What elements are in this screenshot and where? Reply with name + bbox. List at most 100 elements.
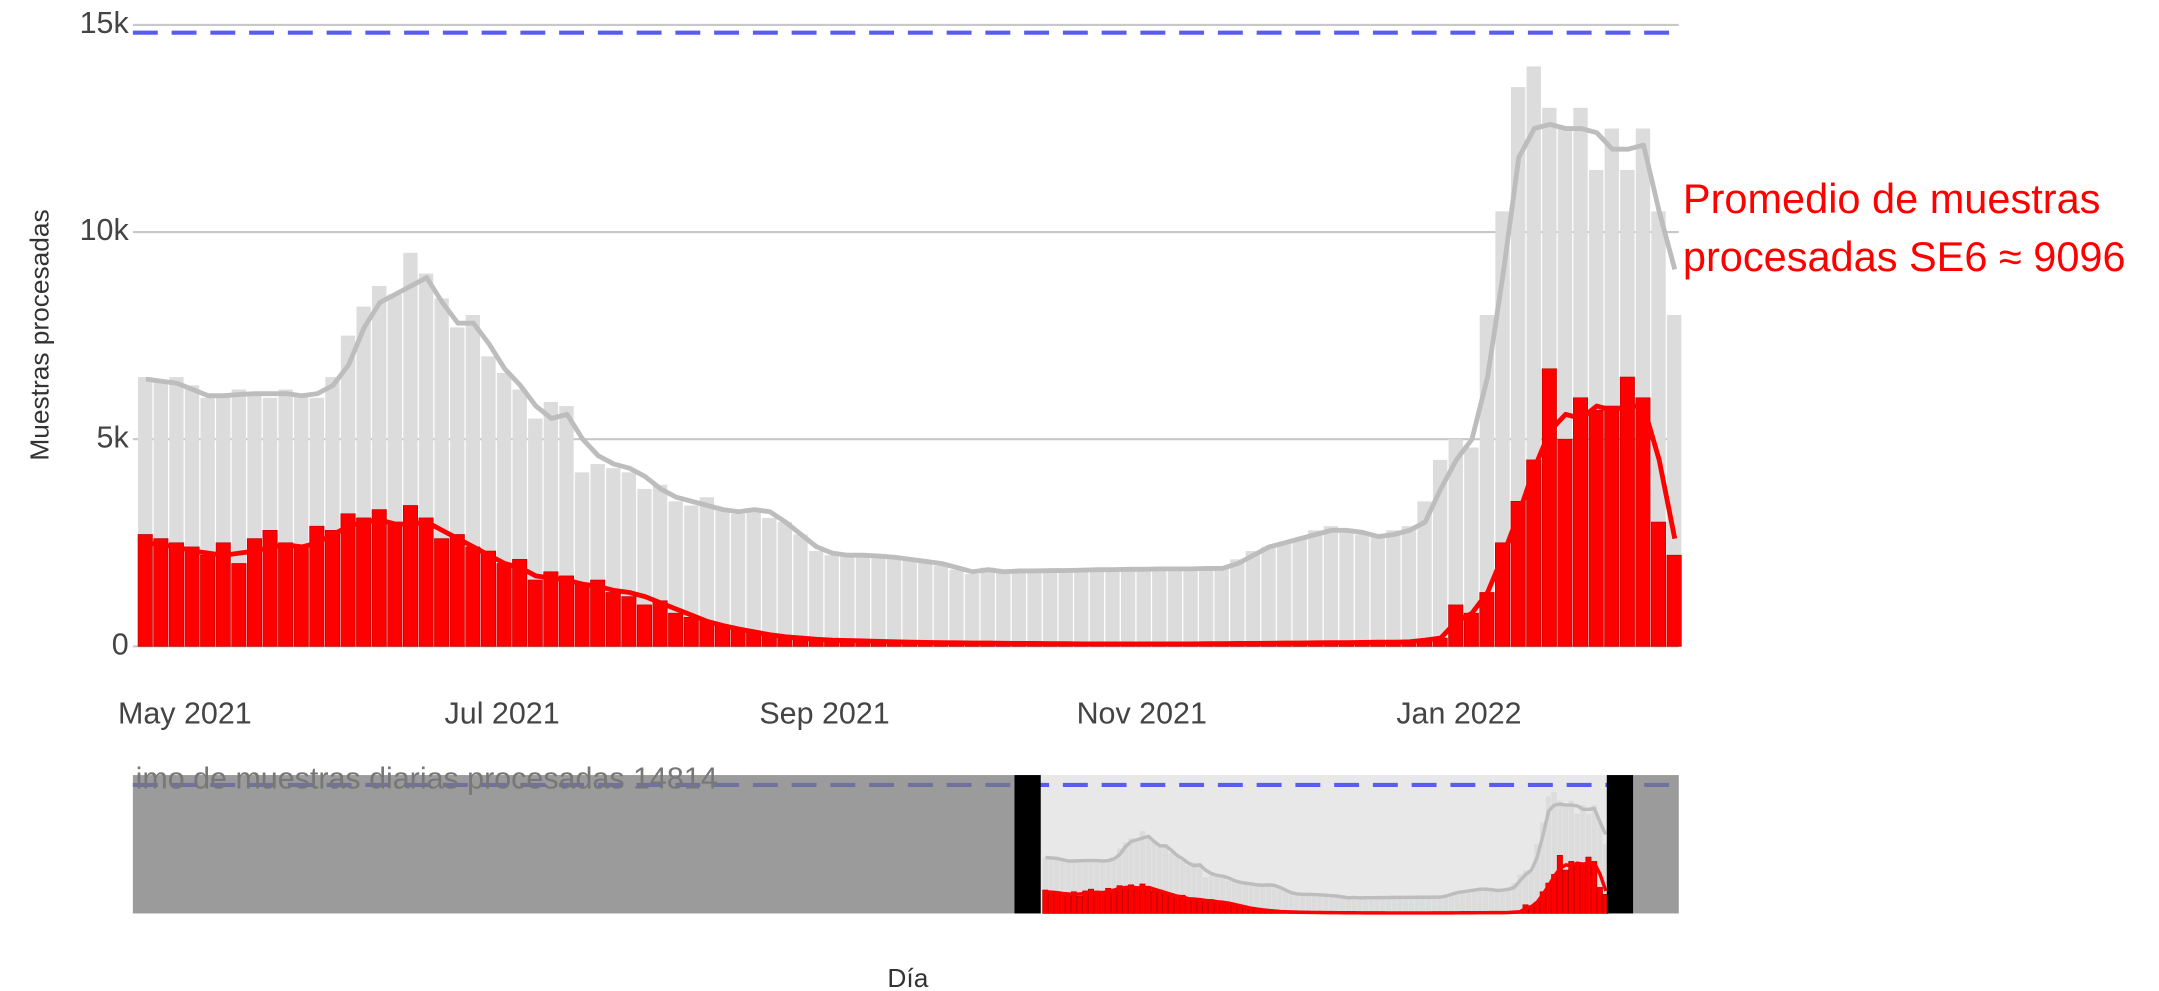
slider-bar <box>1562 869 1569 914</box>
slider-bar <box>1408 896 1414 914</box>
bar <box>215 542 231 647</box>
bar <box>387 521 403 647</box>
slider-handle[interactable] <box>1014 775 1041 914</box>
slider-bar <box>1242 883 1249 914</box>
bar <box>777 522 793 647</box>
x-tick-label: Jan 2022 <box>1396 697 1521 731</box>
x-axis-label: Día <box>887 963 928 991</box>
bar <box>886 557 902 647</box>
slider-bar <box>1145 835 1151 914</box>
bar <box>1526 459 1542 647</box>
y-tick-label: 15k <box>80 6 130 40</box>
slider-bar <box>1385 897 1391 914</box>
bar <box>278 542 294 647</box>
slider-bar <box>1213 901 1220 914</box>
slider-bar <box>1294 894 1300 914</box>
slider-bar <box>1128 838 1134 914</box>
bar <box>558 575 574 647</box>
bar <box>1011 569 1027 647</box>
bar <box>465 546 481 647</box>
annotation: procesadas SE6 ≈ 9096 <box>1683 233 2126 280</box>
slider-bar <box>1071 860 1077 914</box>
x-tick-label: May 2021 <box>118 697 252 731</box>
bar <box>1354 534 1370 647</box>
slider-bar <box>1082 890 1089 914</box>
slider-bar <box>1562 805 1569 914</box>
slider-bar <box>1311 894 1317 914</box>
slider-bar <box>1471 889 1477 914</box>
slider-bar <box>1225 904 1232 914</box>
bar <box>1651 521 1667 647</box>
slider-bar <box>1362 897 1369 914</box>
bar <box>1183 569 1198 647</box>
bar <box>168 542 184 647</box>
slider-bar <box>1397 896 1403 914</box>
bar <box>762 517 777 647</box>
slider-bar <box>1054 857 1060 914</box>
slider-bar <box>1602 844 1609 914</box>
y-tick-label: 10k <box>80 213 130 247</box>
slider-bar <box>1065 894 1072 914</box>
slider-bar <box>1465 890 1472 914</box>
slider-bar <box>1128 884 1135 914</box>
slider-bar <box>1151 840 1157 914</box>
slider-bar <box>1288 893 1294 914</box>
bar <box>824 555 839 647</box>
bar <box>1557 438 1573 647</box>
slider-bar <box>1299 894 1306 914</box>
slider-bar <box>1420 896 1426 914</box>
slider-bar <box>1208 875 1214 914</box>
bar <box>1432 459 1448 647</box>
bar <box>1464 447 1479 647</box>
bar <box>1027 571 1042 647</box>
bar <box>590 579 606 647</box>
slider-bar <box>1059 858 1066 914</box>
slider-bar <box>1219 902 1226 914</box>
slider-bar <box>1488 890 1494 914</box>
bar <box>730 513 746 647</box>
slider-reference-label: imo de muestras diarias procesadas 14814 <box>136 762 718 796</box>
slider-bar <box>1534 844 1540 914</box>
bar <box>1541 368 1557 647</box>
bar <box>793 534 808 647</box>
bar <box>418 517 434 647</box>
bar <box>1214 567 1229 647</box>
slider-bar <box>1231 879 1237 914</box>
slider-bar <box>1042 857 1048 914</box>
slider-bar <box>1368 897 1374 914</box>
bar <box>1058 571 1073 647</box>
bar <box>574 583 590 647</box>
bar <box>1198 567 1214 647</box>
slider-bar <box>1568 861 1575 914</box>
bar <box>1370 534 1385 647</box>
slider-bar <box>1477 888 1483 914</box>
slider-bar <box>1042 889 1049 914</box>
slider-bar <box>1134 839 1140 914</box>
slider-bar <box>1139 883 1146 914</box>
slider-bar <box>1517 874 1523 914</box>
bar <box>1136 567 1151 647</box>
bar <box>1308 530 1323 647</box>
slider-handle[interactable] <box>1606 775 1634 914</box>
bar <box>340 513 356 647</box>
bar <box>480 550 496 647</box>
slider-bar <box>1551 792 1557 914</box>
slider-bar <box>1591 861 1598 914</box>
slider-bar <box>1580 805 1586 914</box>
bar <box>1573 397 1589 647</box>
slider-bar <box>1191 862 1197 914</box>
slider-bar <box>1168 852 1174 914</box>
slider-bar <box>1505 888 1512 914</box>
bar <box>1245 551 1261 647</box>
slider-bar <box>1099 892 1106 914</box>
slider-bar <box>1579 862 1586 914</box>
bar <box>262 530 278 647</box>
bar <box>808 551 824 647</box>
slider-bar <box>1122 886 1129 914</box>
slider-bar <box>1070 891 1077 914</box>
y-axis-label: Muestras procesadas <box>24 209 54 460</box>
slider-bar <box>1322 895 1329 914</box>
slider-bar <box>1105 887 1112 914</box>
bar <box>200 554 216 647</box>
bar <box>1167 567 1183 647</box>
